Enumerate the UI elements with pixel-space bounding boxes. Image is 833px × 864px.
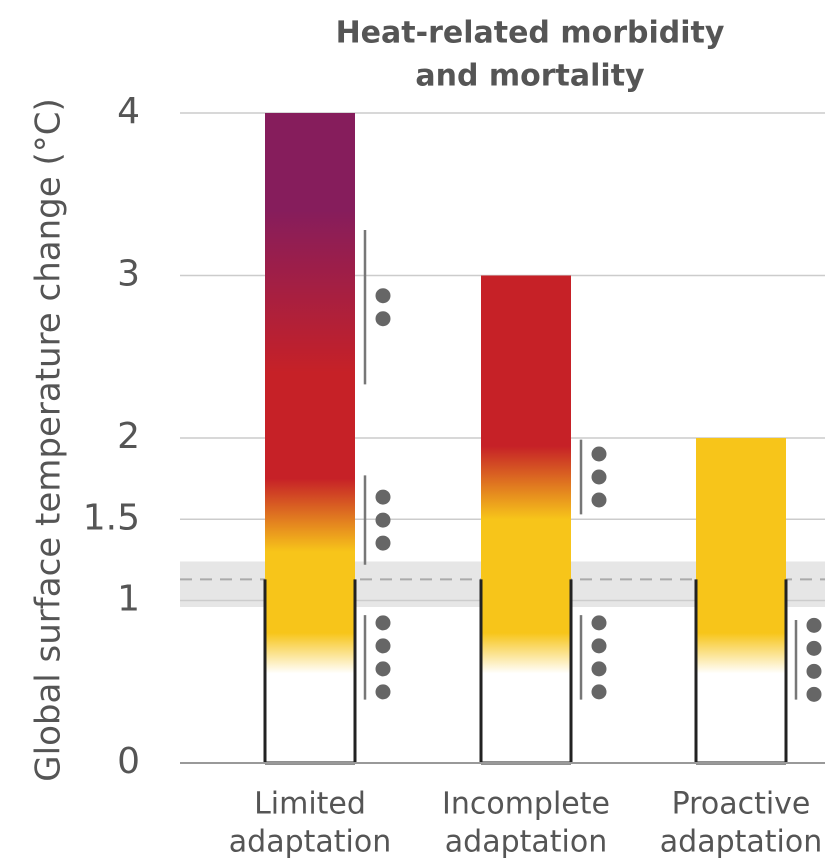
confidence-dot	[591, 469, 607, 485]
chart-title: and mortality	[415, 59, 645, 94]
confidence-dot	[591, 446, 607, 462]
confidence-dot	[375, 288, 391, 304]
chart-title: Heat-related morbidity	[336, 16, 725, 51]
x-tick-label: adaptation	[229, 825, 391, 860]
confidence-dot	[806, 686, 822, 702]
x-tick-label: Limited	[254, 787, 366, 822]
confidence-dot	[375, 684, 391, 700]
y-tick-label: 0	[117, 741, 140, 782]
confidence-dot	[806, 617, 822, 633]
confidence-dot	[375, 311, 391, 327]
confidence-dot	[375, 535, 391, 551]
x-tick-label: Proactive	[672, 787, 811, 822]
y-tick-label: 1	[117, 579, 140, 620]
confidence-dot	[375, 661, 391, 677]
y-tick-label: 1.5	[83, 497, 140, 538]
x-tick-label: Incomplete	[442, 787, 610, 822]
confidence-dot	[806, 640, 822, 656]
confidence-dot	[375, 489, 391, 505]
x-tick-label: adaptation	[660, 825, 822, 860]
confidence-dot	[806, 663, 822, 679]
ember-bar	[481, 275, 571, 763]
confidence-dot	[591, 492, 607, 508]
x-tick-label: adaptation	[445, 825, 607, 860]
confidence-dot	[375, 638, 391, 654]
y-tick-label: 4	[117, 91, 140, 132]
confidence-dot	[375, 615, 391, 631]
y-tick-label: 2	[117, 416, 140, 457]
confidence-dot	[591, 684, 607, 700]
confidence-dot	[591, 661, 607, 677]
confidence-dot	[375, 512, 391, 528]
confidence-dot	[591, 615, 607, 631]
y-axis-label: Global surface temperature change (°C)	[29, 98, 69, 781]
ember-bar	[696, 438, 786, 763]
y-tick-label: 3	[117, 254, 140, 295]
confidence-dot	[591, 638, 607, 654]
ember-bar	[265, 113, 355, 763]
